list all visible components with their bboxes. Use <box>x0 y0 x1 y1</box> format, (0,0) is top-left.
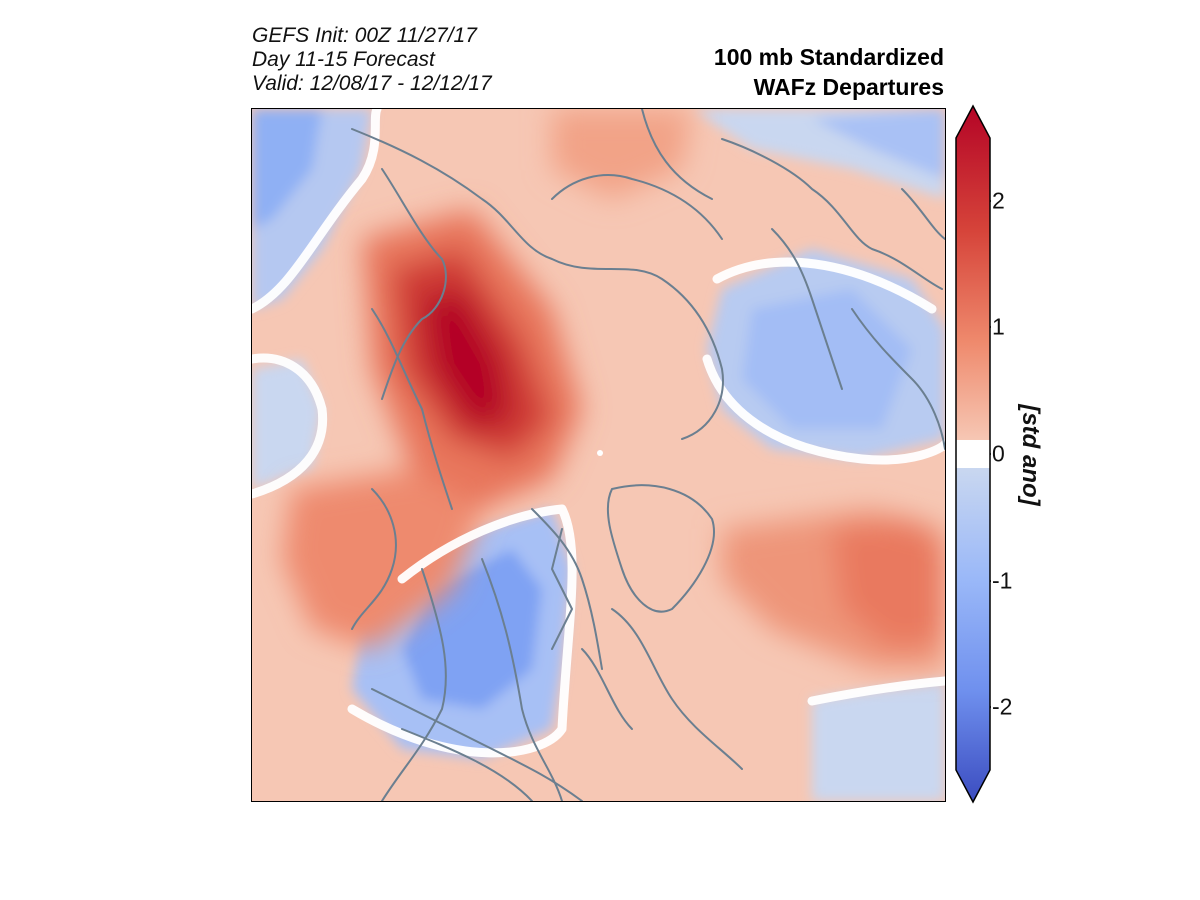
forecast-metadata: GEFS Init: 00Z 11/27/17 Day 11-15 Foreca… <box>252 24 492 96</box>
valid-dates-text: Valid: 12/08/17 - 12/12/17 <box>252 72 492 95</box>
colorbar-unit-label: [std ano] <box>1017 404 1044 506</box>
init-time-text: GEFS Init: 00Z 11/27/17 <box>252 24 477 47</box>
colorbar-tick-label: 1 <box>992 313 1005 340</box>
map-svg <box>252 109 945 801</box>
title-line-1: 100 mb Standardized <box>713 44 944 70</box>
colorbar-tick-label: 0 <box>992 440 1005 467</box>
colorbar <box>955 104 991 804</box>
negative-anomaly-regions <box>252 109 945 801</box>
colorbar-tick-label: 2 <box>992 187 1005 214</box>
title-line-2: WAFz Departures <box>753 74 944 100</box>
coastlines <box>351 109 945 801</box>
forecast-period-text: Day 11-15 Forecast <box>252 48 435 71</box>
colorbar-body <box>955 104 991 804</box>
colorbar-tick-label: -2 <box>992 693 1013 720</box>
pole-marker <box>597 450 603 456</box>
anomaly-map <box>251 108 946 802</box>
map-title: 100 mb Standardized WAFz Departures <box>714 42 944 102</box>
positive-anomaly-regions <box>282 109 945 669</box>
colorbar-tick-label: -1 <box>992 567 1013 594</box>
